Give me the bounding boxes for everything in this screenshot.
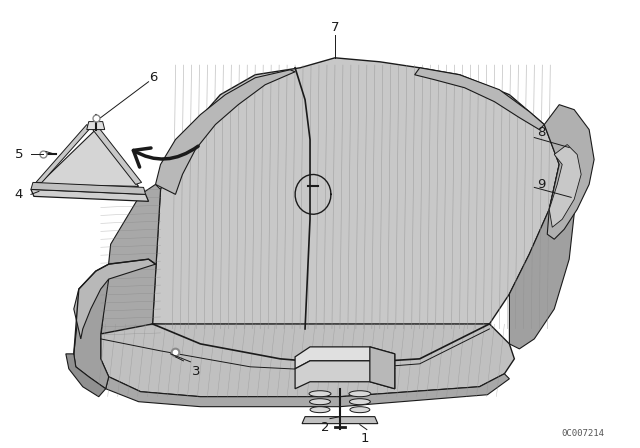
Ellipse shape: [310, 399, 330, 405]
Polygon shape: [106, 374, 509, 407]
Polygon shape: [295, 347, 395, 369]
Polygon shape: [74, 274, 109, 389]
Polygon shape: [370, 347, 395, 389]
Text: 1: 1: [360, 431, 369, 444]
Text: 8: 8: [538, 126, 546, 139]
Polygon shape: [74, 259, 156, 339]
Polygon shape: [39, 129, 139, 186]
Text: 0C007214: 0C007214: [561, 429, 604, 438]
Polygon shape: [31, 182, 145, 194]
Polygon shape: [156, 70, 295, 194]
Polygon shape: [152, 58, 559, 334]
FancyArrowPatch shape: [133, 146, 198, 167]
Polygon shape: [415, 68, 544, 129]
Text: 4: 4: [15, 188, 23, 201]
Ellipse shape: [350, 407, 370, 413]
Ellipse shape: [349, 391, 371, 397]
Text: 9: 9: [538, 178, 546, 191]
Text: 3: 3: [193, 365, 201, 378]
Polygon shape: [295, 361, 395, 389]
Polygon shape: [509, 164, 574, 349]
Polygon shape: [544, 105, 594, 239]
Ellipse shape: [349, 399, 371, 405]
Text: 7: 7: [331, 22, 339, 34]
Text: 2: 2: [321, 421, 329, 434]
Polygon shape: [31, 190, 148, 201]
Polygon shape: [100, 185, 161, 339]
Ellipse shape: [310, 407, 330, 413]
Polygon shape: [549, 145, 581, 227]
Text: 6: 6: [149, 71, 157, 84]
Polygon shape: [100, 324, 515, 397]
Polygon shape: [302, 417, 378, 424]
Ellipse shape: [309, 391, 331, 397]
Polygon shape: [87, 121, 105, 129]
Polygon shape: [93, 128, 141, 185]
Polygon shape: [66, 354, 106, 397]
Polygon shape: [36, 125, 91, 182]
Text: 5: 5: [15, 148, 23, 161]
